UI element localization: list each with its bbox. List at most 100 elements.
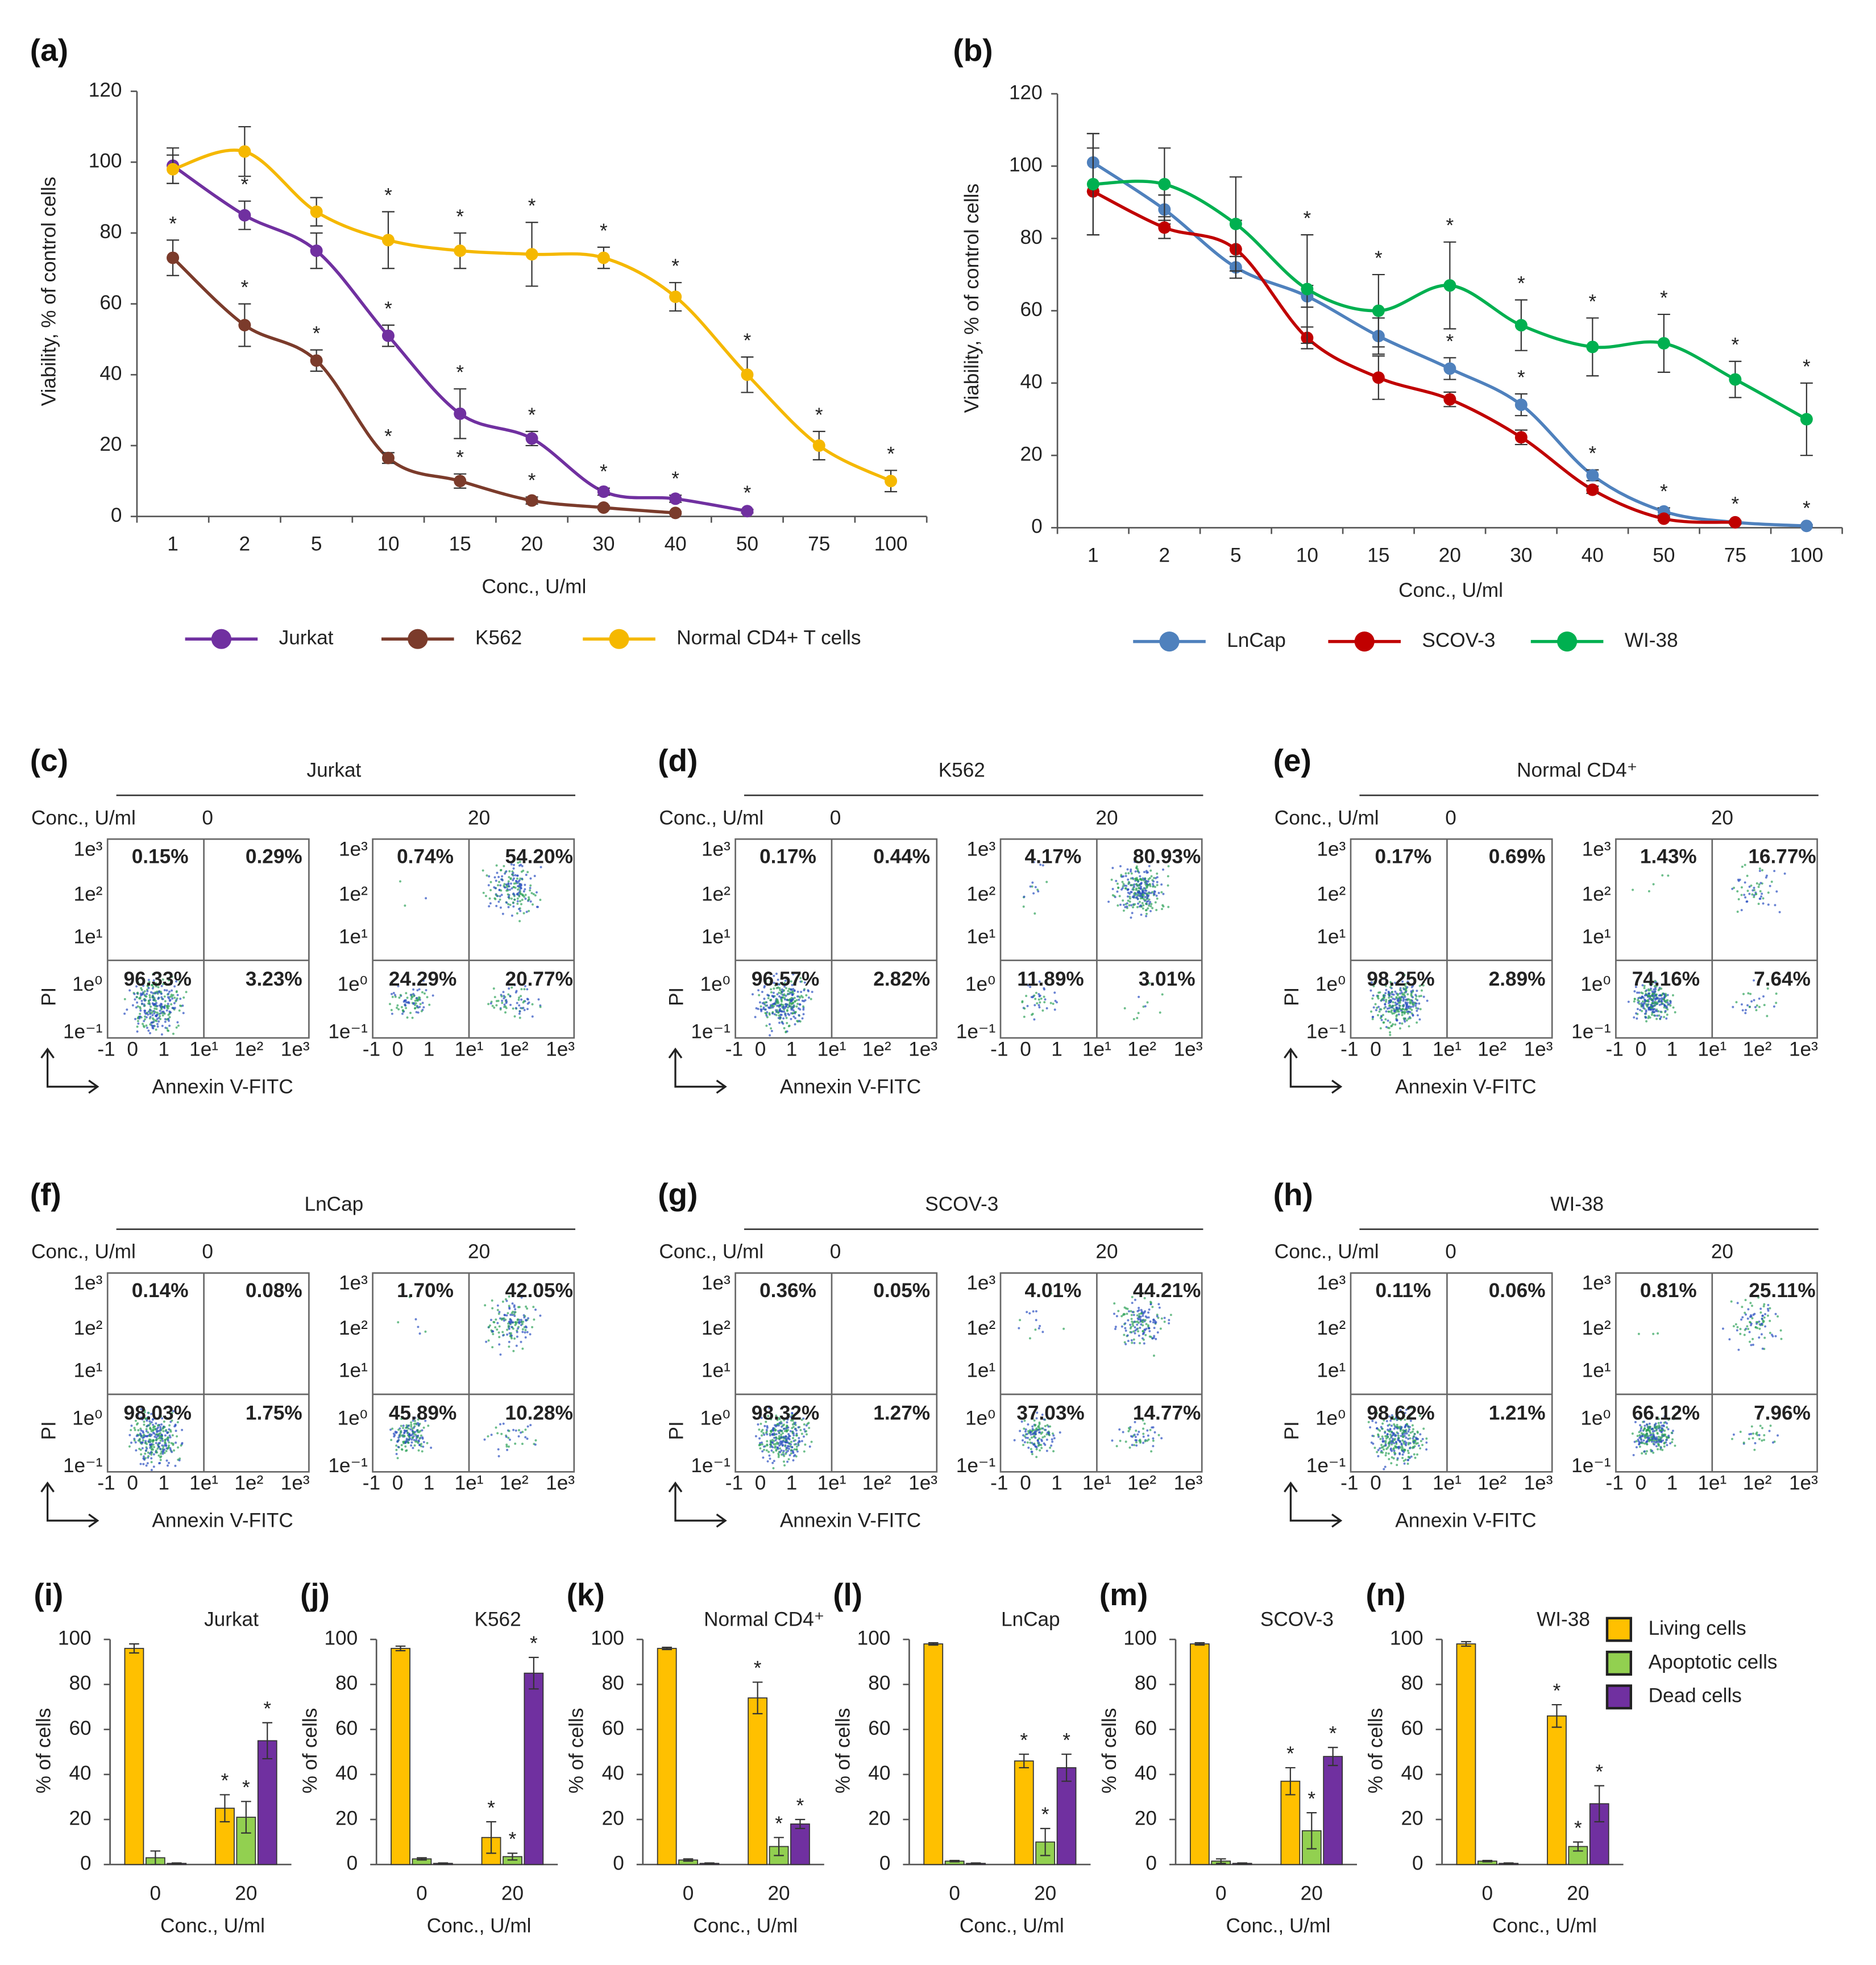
y-axis-label: % of cells	[299, 1708, 321, 1794]
asterisk: *	[744, 482, 752, 504]
cell-dot	[1019, 1430, 1022, 1432]
cell-dot	[1148, 883, 1151, 886]
cell-dot	[497, 1455, 500, 1457]
asterisk: *	[775, 1813, 783, 1835]
conc-value: 20	[1095, 1241, 1118, 1263]
cell-dot	[508, 987, 510, 990]
cell-dot	[146, 992, 148, 995]
cell-dot	[808, 1445, 811, 1448]
cell-dot	[1031, 885, 1034, 888]
cell-dot	[805, 1430, 808, 1432]
cell-dot	[139, 1012, 142, 1015]
cell-dot	[1417, 1438, 1420, 1440]
x-tick-label: 1e²	[234, 1472, 263, 1494]
cell-dot	[1409, 999, 1412, 1002]
cell-dot	[792, 1434, 795, 1437]
cell-dot	[520, 988, 523, 991]
cell-dot	[1131, 1302, 1134, 1305]
cell-dot	[142, 1431, 145, 1434]
cell-dot	[165, 1459, 168, 1462]
cell-dot	[516, 1319, 519, 1322]
cell-dot	[487, 1003, 490, 1006]
error-bar	[1285, 1767, 1296, 1796]
cell-dot	[409, 994, 412, 996]
cell-dot	[1403, 974, 1406, 977]
y-tick-label: 80	[1020, 226, 1043, 248]
cell-dot	[509, 1314, 512, 1316]
asterisk: *	[1446, 330, 1454, 352]
cell-dot	[1758, 1438, 1761, 1440]
cell-dot	[1169, 1314, 1172, 1316]
cell-dot	[1130, 868, 1132, 871]
cell-dot	[1404, 1020, 1406, 1023]
cell-dot	[1028, 1438, 1031, 1441]
cell-dot	[800, 991, 803, 994]
cell-dot	[1043, 1001, 1046, 1004]
cell-dot	[786, 1009, 788, 1012]
cell-dot	[1142, 907, 1144, 910]
cell-dot	[1037, 998, 1040, 1001]
cell-dot	[1395, 1015, 1398, 1017]
cell-dot	[1658, 1424, 1661, 1427]
cell-dot	[763, 986, 766, 989]
cell-dot	[1645, 1011, 1647, 1013]
cell-dot	[157, 986, 160, 988]
cell-dot	[1654, 988, 1657, 991]
cell-dot	[157, 1437, 160, 1440]
cell-dot	[802, 1005, 805, 1008]
error-bar	[262, 1722, 273, 1760]
y-tick-label: 40	[69, 1762, 91, 1784]
cell-dot	[1387, 993, 1390, 996]
cell-dot	[394, 995, 397, 998]
cell-dot	[1156, 872, 1159, 875]
cell-dot	[1406, 1463, 1409, 1465]
x-tick-label: 1e¹	[1082, 1038, 1111, 1060]
cell-dot	[1135, 1430, 1138, 1432]
cell-dot	[1410, 992, 1413, 995]
cell-dot	[136, 1020, 139, 1023]
data-point	[1800, 520, 1813, 533]
cell-dot	[147, 1424, 150, 1427]
cell-dot	[1661, 874, 1664, 876]
cell-dot	[780, 1436, 783, 1439]
data-point	[238, 209, 251, 222]
error-bar	[704, 1862, 715, 1865]
cell-dot	[1043, 995, 1045, 998]
cell-dot	[1647, 1007, 1650, 1009]
cell-dot	[1637, 997, 1640, 1000]
cell-dot	[1744, 1012, 1747, 1015]
cell-dot	[1407, 1010, 1410, 1013]
x-tick-label: 40	[665, 533, 687, 555]
cell-dot	[1151, 1337, 1154, 1340]
plot-frame	[1350, 838, 1553, 1039]
cell-dot	[413, 1007, 416, 1010]
cell-dot	[396, 1440, 399, 1443]
data-point	[310, 244, 323, 257]
cell-dot	[534, 1308, 537, 1311]
error-bar	[395, 1645, 406, 1652]
cell-dot	[149, 1012, 152, 1015]
cell-dot	[138, 1434, 140, 1436]
y-tick-label: 20	[69, 1807, 91, 1829]
cell-dot	[179, 1004, 182, 1007]
cell-dot	[793, 1448, 796, 1451]
cell-dot	[1649, 1432, 1652, 1434]
cell-dot	[154, 1011, 157, 1013]
error-bar	[1551, 1704, 1562, 1728]
cell-dot	[152, 1453, 155, 1456]
cell-dot	[1044, 1428, 1047, 1431]
bar	[790, 1823, 810, 1866]
x-tick-label: 1e²	[500, 1038, 529, 1060]
cell-dot	[161, 1417, 164, 1420]
cell-dot	[484, 895, 487, 898]
cell-dot	[1134, 861, 1136, 863]
cell-dot	[1137, 1318, 1140, 1321]
chart-title: LnCap	[1001, 1609, 1060, 1631]
cell-dot	[1643, 987, 1646, 990]
cell-dot	[143, 1423, 146, 1426]
cell-dot	[1145, 912, 1148, 915]
cell-dot	[1663, 1441, 1666, 1444]
cell-dot	[514, 991, 517, 994]
cell-dot	[1774, 1312, 1777, 1315]
